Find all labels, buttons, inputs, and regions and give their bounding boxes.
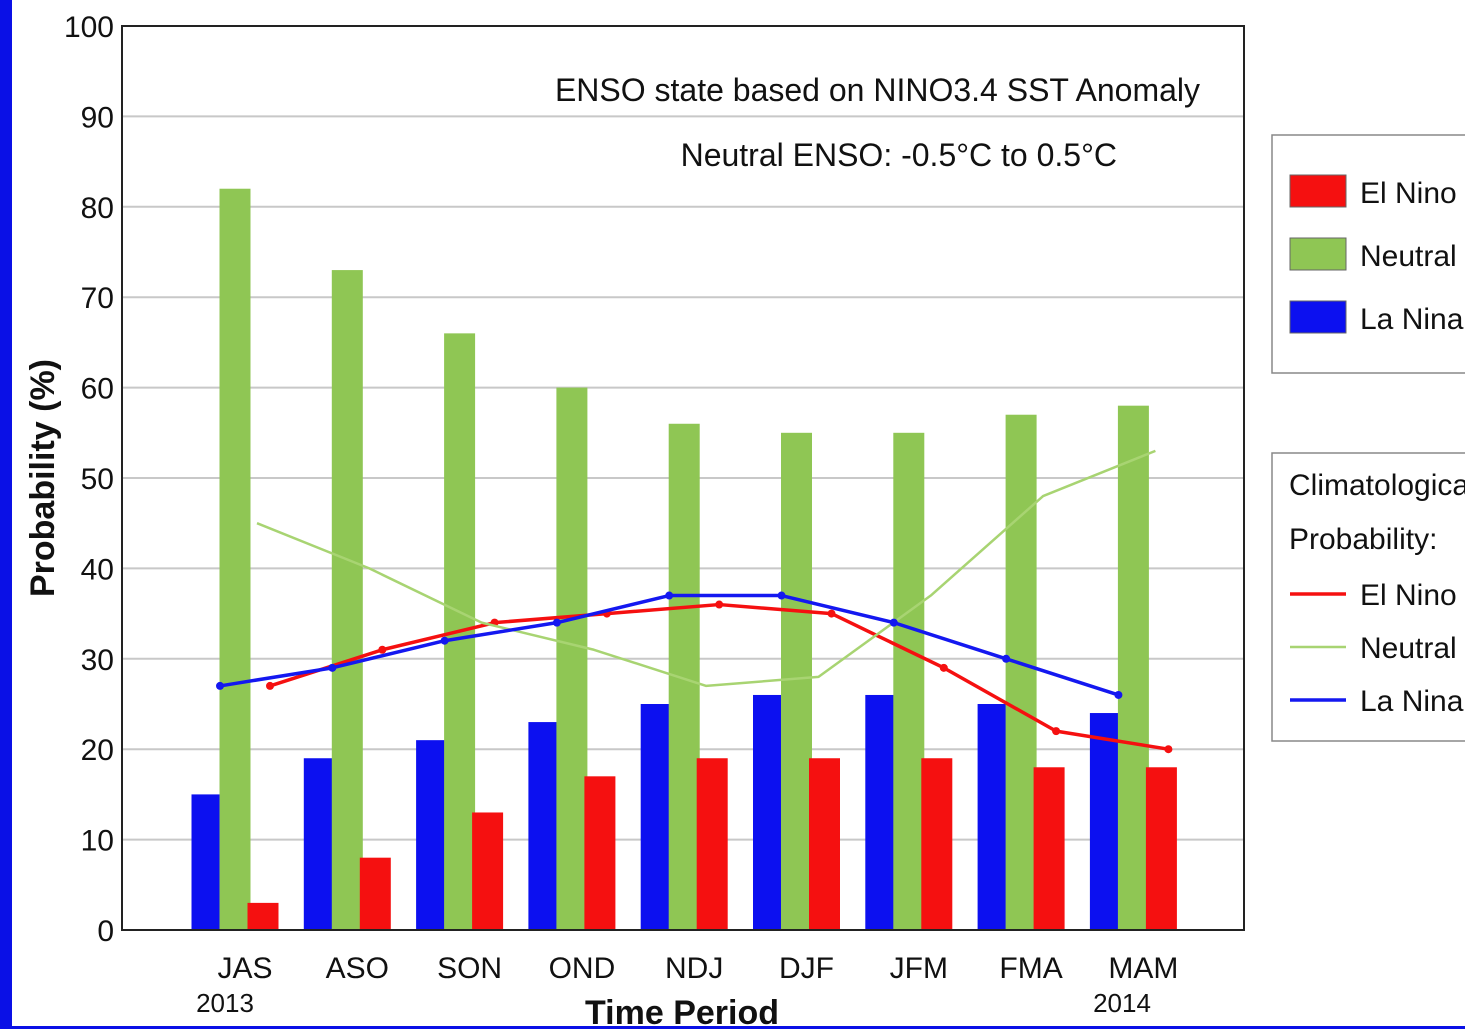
bar-la-nina	[865, 694, 897, 930]
bar-la-nina	[416, 740, 448, 930]
x-axis-title: Time Period	[585, 994, 779, 1026]
bar-el-nino	[1145, 767, 1177, 930]
x-tick-label: JAS	[217, 952, 272, 985]
climatology-lines	[216, 449, 1173, 754]
x-tick-label: JFM	[890, 952, 948, 985]
bar-la-nina	[303, 758, 335, 930]
climatology-point-el-nino	[715, 600, 724, 609]
x-tick-label: DJF	[779, 952, 834, 985]
bar-el-nino	[696, 758, 728, 930]
climatology-point-el-nino	[266, 681, 274, 690]
bar-el-nino	[809, 758, 840, 930]
year-label-end: 2014	[1093, 988, 1151, 1018]
x-tick-label: SON	[437, 952, 502, 985]
legend-climo-title-line1: Climatological	[1289, 469, 1465, 502]
bars-group	[191, 188, 1177, 931]
climatology-point-la-nina	[1114, 690, 1123, 699]
y-tick-label: 60	[81, 373, 114, 406]
bar-neutral	[1005, 414, 1037, 931]
climatology-point-el-nino	[1052, 727, 1061, 736]
legend-line-label: La Nina	[1360, 685, 1464, 718]
plot-frame	[121, 25, 1245, 931]
climatology-point-el-nino	[378, 645, 387, 654]
bar-la-nina	[1089, 713, 1121, 930]
bar-neutral	[331, 270, 363, 931]
y-axis-ticks: 0 10 20 30 40 50 60 70 80 90 100	[64, 11, 114, 948]
climatology-point-el-nino	[1164, 745, 1173, 754]
legend-bar-box: El Nino Neutral La Nina	[1271, 134, 1465, 374]
bar-neutral	[556, 387, 588, 931]
bar-el-nino	[247, 902, 279, 930]
year-label-start: 2013	[196, 988, 254, 1018]
y-tick-label: 40	[81, 553, 114, 586]
legend-swatch-neutral	[1289, 237, 1347, 271]
enso-probability-chart: 0 10 20 30 40 50 60 70 80 90 100 JAS ASO SON OND NDJ DJ…	[24, 11, 1465, 1026]
y-tick-label: 10	[81, 825, 114, 858]
climatology-point-el-nino	[827, 609, 836, 618]
bar-neutral	[219, 188, 251, 931]
y-tick-label: 30	[81, 644, 114, 677]
y-tick-label: 80	[81, 192, 114, 225]
legend-swatch-la-nina	[1289, 300, 1347, 334]
bar-el-nino	[1033, 767, 1065, 930]
annotation-neutral-range: Neutral ENSO: -0.5°C to 0.5°C	[681, 137, 1117, 173]
climatology-point-la-nina	[552, 618, 561, 627]
bar-neutral	[893, 432, 925, 930]
bar-el-nino	[584, 776, 616, 930]
legend-line-label: El Nino	[1360, 579, 1457, 612]
y-tick-label: 90	[81, 101, 114, 134]
bar-neutral	[668, 423, 700, 930]
climatology-point-la-nina	[1002, 654, 1011, 663]
climatology-point-el-nino	[939, 663, 948, 672]
legend-swatch-el-nino	[1289, 174, 1347, 208]
legend-line-label: Neutral	[1360, 632, 1457, 665]
legend-climo-title-line2: Probability:	[1289, 523, 1437, 556]
y-axis-title: Probability (%)	[24, 359, 62, 597]
x-tick-label: OND	[549, 952, 616, 985]
y-tick-label: 50	[81, 463, 114, 496]
climatology-point-la-nina	[889, 618, 898, 627]
bar-el-nino	[359, 857, 391, 930]
x-tick-label: NDJ	[665, 952, 723, 985]
x-tick-label: ASO	[326, 952, 389, 985]
climatology-line-neutral	[256, 449, 1156, 688]
bar-neutral	[781, 432, 812, 930]
bar-la-nina	[191, 794, 223, 930]
bar-el-nino	[472, 812, 504, 930]
x-tick-label: MAM	[1108, 952, 1178, 985]
legend-bar-label: La Nina	[1360, 303, 1464, 336]
climatology-point-la-nina	[216, 681, 224, 690]
bar-la-nina	[640, 704, 672, 930]
bar-el-nino	[921, 758, 953, 930]
legend-line-frame	[1271, 452, 1465, 742]
climatology-point-la-nina	[777, 591, 786, 600]
x-axis-ticks: JAS ASO SON OND NDJ DJF JFM FMA MAM	[217, 952, 1178, 985]
y-tick-label: 100	[64, 11, 114, 44]
legend-bar-label: Neutral	[1360, 240, 1457, 273]
climatology-point-la-nina	[440, 636, 449, 645]
climatology-point-la-nina	[665, 591, 674, 600]
bar-la-nina	[528, 722, 560, 930]
y-tick-label: 70	[81, 282, 114, 315]
climatology-point-la-nina	[328, 663, 337, 672]
annotation-enso-state: ENSO state based on NINO3.4 SST Anomaly	[555, 72, 1200, 108]
bar-la-nina	[977, 704, 1009, 930]
x-tick-label: FMA	[999, 952, 1062, 985]
bar-neutral	[1117, 405, 1149, 930]
chart-canvas: 0 10 20 30 40 50 60 70 80 90 100 JAS ASO SON OND NDJ DJ…	[12, 0, 1465, 1026]
y-tick-label: 20	[81, 734, 114, 767]
legend-climatology-box: Climatological Probability: El Nino Neutr…	[1271, 452, 1465, 742]
bar-la-nina	[753, 694, 784, 930]
y-tick-label: 0	[97, 915, 114, 948]
legend-bar-label: El Nino	[1360, 177, 1457, 210]
